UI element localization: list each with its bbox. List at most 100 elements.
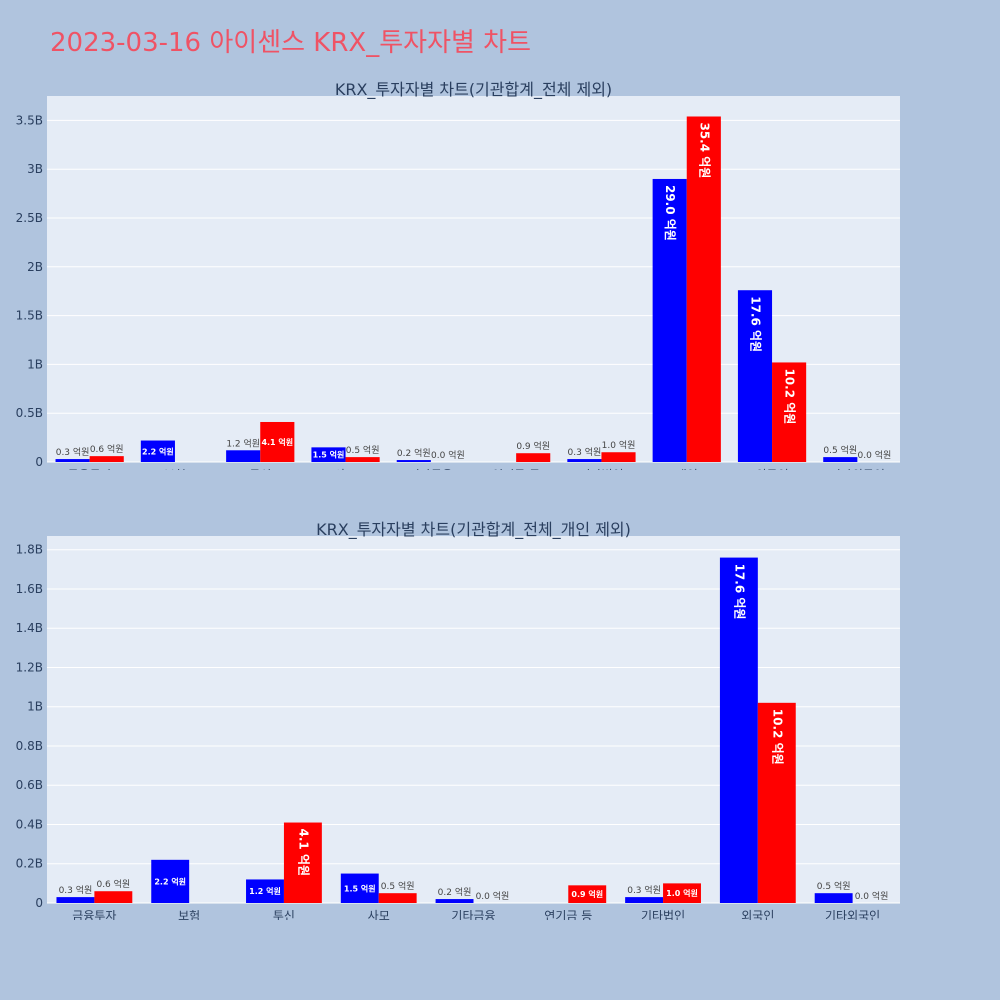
- x-tick-label: 보험: [178, 909, 200, 920]
- y-tick-label: 1B: [27, 700, 43, 714]
- bar: [89, 456, 124, 462]
- data-label: 17.6 억원: [748, 296, 762, 352]
- x-tick-label: 투신: [249, 468, 271, 470]
- bar: [340, 873, 379, 903]
- bar: [757, 702, 796, 903]
- y-tick-label: 0: [35, 896, 43, 910]
- y-tick-label: 1.5B: [16, 309, 43, 323]
- data-label: 1.2 억원: [226, 437, 260, 449]
- data-label: 0.5 억원: [381, 880, 415, 892]
- bar: [435, 899, 474, 903]
- x-tick-label: 연기금 등: [492, 468, 540, 470]
- bar: [719, 557, 758, 903]
- bar: [140, 440, 175, 462]
- y-tick-label: 1.6B: [16, 582, 43, 596]
- page-title: 2023-03-16 아이센스 KRX_투자자별 차트: [50, 28, 532, 58]
- data-label: 2.2 억원: [154, 876, 186, 886]
- x-tick-label: 금융투자: [68, 468, 112, 470]
- bar: [772, 362, 807, 462]
- x-tick-label: 기타법인: [579, 468, 623, 470]
- bar: [260, 421, 295, 462]
- bar: [55, 459, 90, 462]
- data-label: 0.0 억원: [431, 449, 465, 461]
- data-label: 35.4 억원: [697, 122, 711, 178]
- x-tick-label: 보험: [164, 468, 186, 470]
- x-tick-label: 외국인: [741, 909, 774, 920]
- y-tick-label: 0.5B: [16, 406, 43, 420]
- data-label: 0.3 억원: [627, 884, 661, 896]
- chart-bottom: 0 0.2B 0.4B 0.6B 0.8B 1B 1.2B 1.4B 1.6B 1.8B KRX_투…: [16, 520, 900, 920]
- data-label: 1.0 억원: [602, 439, 636, 451]
- y-tick-label: 1.8B: [16, 543, 43, 557]
- bar: [151, 859, 190, 903]
- data-label: 10.2 억원: [770, 709, 784, 765]
- y-tick-label: 2B: [27, 260, 43, 274]
- bar: [686, 116, 721, 462]
- y-tick-label: 0.6B: [16, 778, 43, 792]
- bar: [396, 460, 431, 462]
- x-tick-label: 연기금 등: [544, 909, 592, 920]
- data-label: 0.3 억원: [568, 446, 602, 458]
- data-label: 0.0 억원: [855, 890, 889, 902]
- data-label: 1.0 억원: [666, 888, 698, 898]
- bar: [601, 452, 636, 462]
- y-tick-label: 0.8B: [16, 739, 43, 753]
- data-label: 0.2 억원: [397, 447, 431, 459]
- y-tick-label: 0: [35, 455, 43, 469]
- data-label: 0.6 억원: [96, 878, 130, 890]
- data-label: 4.1 억원: [296, 829, 310, 877]
- data-label: 1.2 억원: [249, 886, 281, 896]
- bar: [663, 883, 701, 903]
- data-label: 0.5 억원: [817, 880, 851, 892]
- x-tick-label: 투신: [273, 909, 295, 920]
- bar: [625, 897, 664, 903]
- bar: [94, 891, 133, 903]
- x-tick-label: 사모: [368, 909, 390, 920]
- x-tick-label: 외국인: [755, 468, 788, 470]
- data-label: 0.9 억원: [571, 889, 603, 899]
- data-label: 17.6 억원: [732, 564, 746, 620]
- y-tick-label: 2.5B: [16, 211, 43, 225]
- y-tick-label: 3B: [27, 162, 43, 176]
- data-label: 0.3 억원: [59, 884, 93, 896]
- x-tick-label: 금융투자: [72, 909, 116, 920]
- bar: [226, 450, 261, 462]
- data-label: 10.2 억원: [783, 368, 797, 424]
- y-tick-label: 3.5B: [16, 113, 43, 127]
- x-tick-label: 기타외국인: [825, 909, 880, 920]
- data-label: 0.0 억원: [858, 449, 892, 461]
- chart-title: KRX_투자자별 차트(기관합계_전체 제외): [335, 80, 612, 100]
- y-tick-label: 1B: [27, 357, 43, 371]
- y-tick-label: 1.4B: [16, 621, 43, 635]
- data-label: 0.6 억원: [90, 443, 124, 455]
- bar: [246, 879, 284, 903]
- data-label: 2.2 억원: [142, 446, 174, 456]
- x-tick-label: 개인: [676, 468, 698, 470]
- bar: [652, 178, 687, 462]
- bar: [378, 893, 417, 903]
- data-label: 0.5 억원: [823, 444, 857, 456]
- data-label: 29.0 억원: [663, 185, 677, 241]
- x-tick-label: 기타금융: [451, 909, 495, 920]
- y-tick-label: 1.2B: [16, 660, 43, 674]
- data-label: 4.1 억원: [261, 437, 293, 447]
- data-label: 0.0 억원: [476, 890, 510, 902]
- data-label: 0.3 억원: [56, 446, 90, 458]
- bar: [345, 457, 380, 462]
- x-tick-label: 기타외국인: [830, 468, 885, 470]
- chart-top: 0 0.5B 1B 1.5B 2B 2.5B 3B 3.5B KRX_투자자별 차트(기관합계_…: [16, 80, 900, 470]
- bar: [737, 290, 773, 462]
- x-tick-label: 기타금융: [409, 468, 453, 470]
- y-tick-label: 0.4B: [16, 817, 43, 831]
- data-label: 1.5 억원: [313, 450, 345, 460]
- bar: [568, 885, 607, 903]
- bar: [814, 893, 853, 903]
- data-label: 1.5 억원: [344, 883, 376, 893]
- chart-title: KRX_투자자별 차트(기관합계_전체_개인 제외): [316, 520, 631, 540]
- bar: [56, 897, 95, 903]
- x-tick-label: 사모: [335, 468, 357, 470]
- data-label: 0.5 억원: [346, 444, 380, 456]
- bar: [823, 457, 858, 462]
- bar: [283, 822, 322, 903]
- bar: [516, 453, 551, 462]
